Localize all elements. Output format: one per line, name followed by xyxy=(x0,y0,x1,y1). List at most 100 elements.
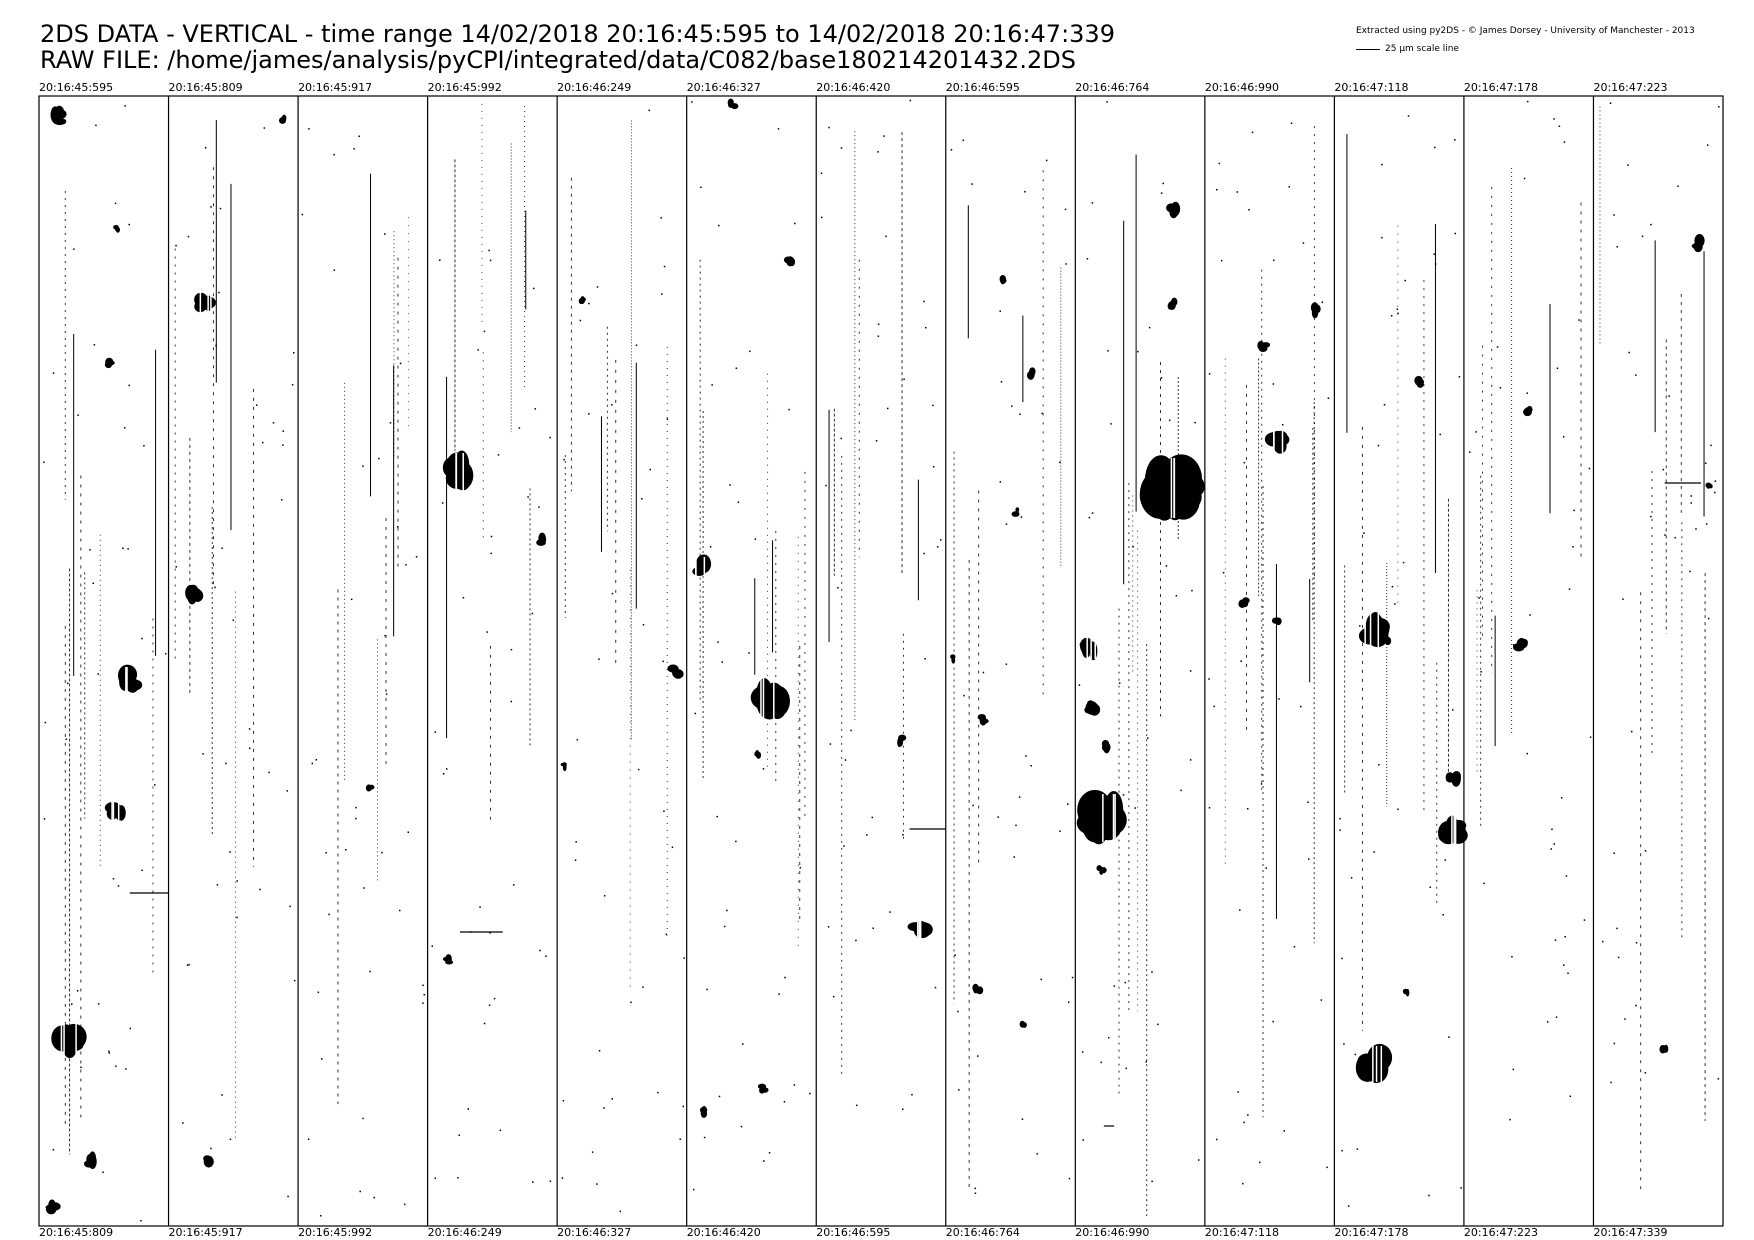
speckle-dot xyxy=(490,552,492,555)
speckle-dot xyxy=(799,866,802,869)
speckle-dot xyxy=(1247,1114,1249,1116)
speckle-dot xyxy=(932,465,935,468)
speckle-dot xyxy=(962,139,964,142)
particle-image xyxy=(185,584,204,605)
column-start-label: 20:16:47:118 xyxy=(1334,81,1409,94)
column-start-label: 20:16:46:764 xyxy=(1075,81,1150,94)
speckle-dot xyxy=(1300,705,1302,708)
speckle-dot xyxy=(877,323,880,326)
particle-gap xyxy=(1086,637,1088,659)
speckle-dot xyxy=(637,768,640,771)
speckle-dot xyxy=(1526,752,1528,755)
speckle-dot xyxy=(140,1219,142,1222)
speckle-dot xyxy=(545,955,547,957)
speckle-dot xyxy=(902,834,904,836)
speckle-dot xyxy=(844,759,847,761)
speckle-dot xyxy=(1107,350,1109,352)
particle-image xyxy=(950,654,956,664)
particle-fragment xyxy=(1367,1043,1393,1072)
speckle-dot xyxy=(1157,1023,1159,1026)
particle-image xyxy=(897,734,907,748)
speckle-dot xyxy=(649,468,652,471)
speckle-dot xyxy=(641,498,643,500)
speckle-dot xyxy=(723,925,726,928)
speckle-dot xyxy=(249,747,251,750)
speckle-dot xyxy=(488,1004,491,1007)
speckle-dot xyxy=(1564,935,1566,938)
speckle-dot xyxy=(1583,919,1586,921)
particle-fragment xyxy=(1311,307,1319,319)
column-start-label: 20:16:46:249 xyxy=(557,81,632,94)
speckle-dot xyxy=(1572,546,1574,548)
particle-fragment xyxy=(760,1087,769,1093)
speckle-dot xyxy=(108,1050,110,1053)
speckle-dot xyxy=(603,1107,605,1109)
speckle-dot xyxy=(630,1001,632,1004)
particle-gap xyxy=(455,453,457,491)
speckle-dot xyxy=(883,135,885,137)
speckle-dot xyxy=(1189,670,1192,672)
speckle-dot xyxy=(1650,515,1652,518)
speckle-dot xyxy=(877,151,879,153)
speckle-dot xyxy=(229,1138,232,1141)
scale-legend: 25 µm scale line xyxy=(1356,44,1459,54)
speckle-dot xyxy=(598,658,600,660)
speckle-dot xyxy=(1326,1166,1328,1169)
speckle-dot xyxy=(1553,118,1555,120)
particle-image xyxy=(50,105,67,126)
speckle-dot xyxy=(877,335,880,338)
speckle-dot xyxy=(287,1195,289,1198)
speckle-dot xyxy=(188,963,190,966)
speckle-dot xyxy=(221,1094,223,1096)
speckle-dot xyxy=(1567,972,1569,975)
speckle-dot xyxy=(1000,381,1003,383)
speckle-dot xyxy=(175,566,178,568)
column-end-label: 20:16:46:595 xyxy=(816,1226,891,1239)
speckle-dot xyxy=(187,235,190,238)
speckle-dot xyxy=(76,990,79,992)
speckle-dot xyxy=(1041,412,1043,415)
particle-gap xyxy=(462,453,464,491)
column-start-label: 20:16:46:327 xyxy=(686,81,761,94)
speckle-dot xyxy=(1341,957,1343,960)
speckle-dot xyxy=(518,427,521,429)
particle-image xyxy=(1445,771,1462,787)
speckle-dot xyxy=(717,641,719,643)
speckle-dot xyxy=(999,481,1002,483)
speckle-dot xyxy=(204,146,207,149)
speckle-dot xyxy=(754,538,757,540)
speckle-dot xyxy=(1458,376,1461,378)
scale-line-icon xyxy=(1356,48,1380,50)
speckle-dot xyxy=(102,1171,104,1174)
title-line-1: 2DS DATA - VERTICAL - time range 14/02/2… xyxy=(40,20,1115,48)
speckle-dot xyxy=(1194,421,1196,424)
speckle-dot xyxy=(1189,759,1192,761)
speckle-dot xyxy=(1695,528,1697,530)
speckle-dot xyxy=(117,885,120,887)
speckle-dot xyxy=(1293,946,1296,948)
speckle-dot xyxy=(1339,818,1341,820)
speckle-dot xyxy=(153,784,156,786)
column-start-label: 20:16:46:595 xyxy=(945,81,1020,94)
particle-gap xyxy=(1380,1046,1383,1082)
speckle-dot xyxy=(1496,346,1499,348)
speckle-dot xyxy=(328,913,330,916)
speckle-dot xyxy=(350,598,353,601)
speckle-dot xyxy=(784,976,786,979)
particle-gap xyxy=(126,667,128,693)
speckle-dot xyxy=(820,172,823,175)
particle-image xyxy=(1402,988,1410,997)
particle-image xyxy=(1026,367,1036,380)
speckle-dot xyxy=(483,1022,486,1025)
speckle-dot xyxy=(1664,534,1666,536)
speckle-dot xyxy=(886,407,889,410)
speckle-dot xyxy=(1019,413,1021,416)
speckle-dot xyxy=(345,848,347,851)
particle-fragment xyxy=(695,554,712,574)
speckle-dot xyxy=(777,128,780,130)
speckle-dot xyxy=(128,384,130,387)
speckle-dot xyxy=(820,216,823,219)
speckle-dot xyxy=(1563,964,1565,966)
speckle-dot xyxy=(611,592,614,595)
speckle-dot xyxy=(1175,594,1178,597)
